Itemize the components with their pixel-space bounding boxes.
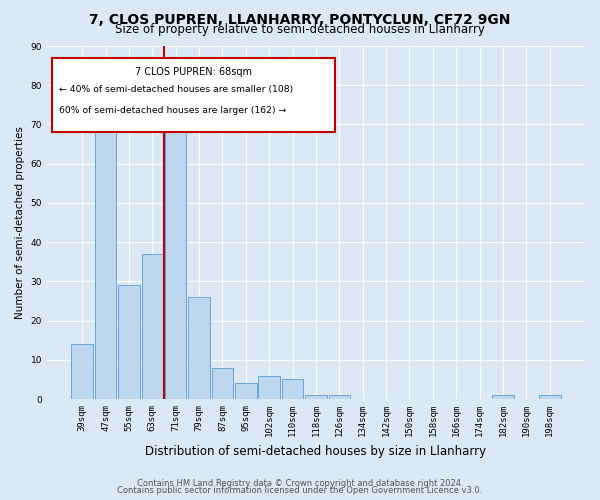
Bar (282, 380, 304, 399)
Bar (95, 124, 116, 399)
Bar (235, 384, 257, 399)
Bar (212, 368, 233, 399)
Text: 7, CLOS PUPREN, LLANHARRY, PONTYCLUN, CF72 9GN: 7, CLOS PUPREN, LLANHARRY, PONTYCLUN, CF… (89, 12, 511, 26)
Text: Contains HM Land Registry data © Crown copyright and database right 2024.: Contains HM Land Registry data © Crown c… (137, 478, 463, 488)
Bar (188, 297, 210, 399)
Text: ← 40% of semi-detached houses are smaller (108): ← 40% of semi-detached houses are smalle… (59, 85, 293, 94)
Bar (305, 395, 327, 399)
Y-axis label: Number of semi-detached properties: Number of semi-detached properties (15, 126, 25, 319)
FancyBboxPatch shape (52, 58, 335, 132)
Text: Size of property relative to semi-detached houses in Llanharry: Size of property relative to semi-detach… (115, 22, 485, 36)
Bar (165, 132, 187, 399)
Bar (539, 395, 560, 399)
Bar (71, 344, 93, 399)
Bar (259, 376, 280, 399)
X-axis label: Distribution of semi-detached houses by size in Llanharry: Distribution of semi-detached houses by … (145, 444, 487, 458)
Bar (118, 286, 140, 399)
Text: 7 CLOS PUPREN: 68sqm: 7 CLOS PUPREN: 68sqm (135, 67, 252, 77)
Text: 60% of semi-detached houses are larger (162) →: 60% of semi-detached houses are larger (… (59, 106, 286, 115)
Text: Contains public sector information licensed under the Open Government Licence v3: Contains public sector information licen… (118, 486, 482, 495)
Bar (142, 254, 163, 399)
Bar (329, 395, 350, 399)
Bar (492, 395, 514, 399)
